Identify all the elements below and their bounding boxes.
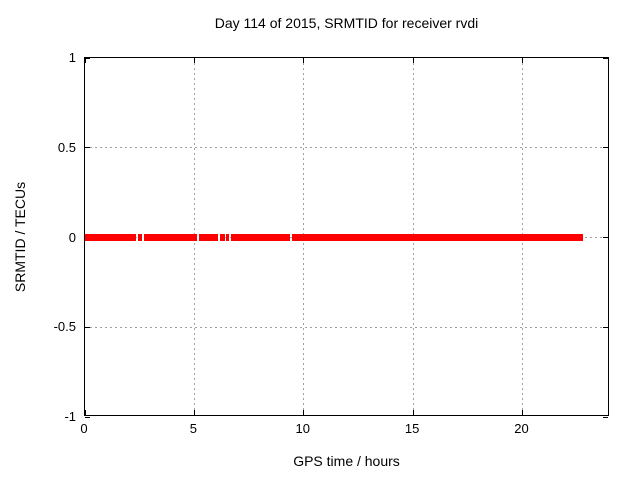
data-segment — [230, 234, 290, 241]
y-tick-mark-mirror — [603, 147, 608, 149]
y-gridline — [85, 326, 608, 328]
y-tick-label: 0.5 — [57, 139, 76, 155]
x-tick-mark — [303, 410, 305, 415]
x-tick-label: 0 — [80, 421, 88, 436]
x-tick-mark-mirror — [193, 58, 195, 63]
y-tick-mark-mirror — [603, 57, 608, 59]
plot-area — [84, 57, 609, 418]
data-segment — [137, 234, 143, 241]
x-tick-mark-mirror — [303, 58, 305, 63]
y-tick-label: 0 — [68, 229, 76, 245]
y-gridline — [85, 147, 608, 149]
data-segment — [226, 234, 229, 241]
data-segment — [219, 234, 225, 241]
x-tick-mark-mirror — [522, 58, 523, 63]
y-tick-mark — [85, 57, 90, 59]
data-segment — [291, 234, 584, 241]
x-tick-mark — [522, 410, 523, 415]
data-segment — [198, 234, 218, 241]
x-tick-mark — [84, 410, 86, 415]
y-tick-label: -1 — [64, 409, 76, 424]
data-segment — [144, 234, 197, 241]
y-tick-mark-mirror — [603, 326, 608, 328]
x-tick-mark-mirror — [84, 58, 86, 63]
data-segment — [85, 234, 136, 241]
y-tick-label: 1 — [68, 50, 76, 65]
y-tick-mark — [85, 147, 90, 149]
x-axis-label: GPS time / hours — [293, 453, 400, 469]
y-tick-mark — [85, 326, 90, 328]
chart-title: Day 114 of 2015, SRMTID for receiver rvd… — [214, 15, 479, 31]
x-tick-label: 5 — [189, 421, 197, 436]
x-tick-label: 15 — [404, 421, 420, 436]
y-tick-label: -0.5 — [53, 319, 76, 335]
x-tick-label: 10 — [295, 421, 310, 436]
y-tick-mark-mirror — [603, 416, 608, 418]
x-tick-mark — [193, 410, 195, 415]
x-tick-mark-mirror — [412, 58, 414, 63]
y-tick-mark — [85, 416, 90, 418]
x-tick-mark — [412, 410, 414, 415]
x-tick-label: 20 — [514, 421, 529, 436]
y-tick-mark-mirror — [603, 237, 608, 238]
